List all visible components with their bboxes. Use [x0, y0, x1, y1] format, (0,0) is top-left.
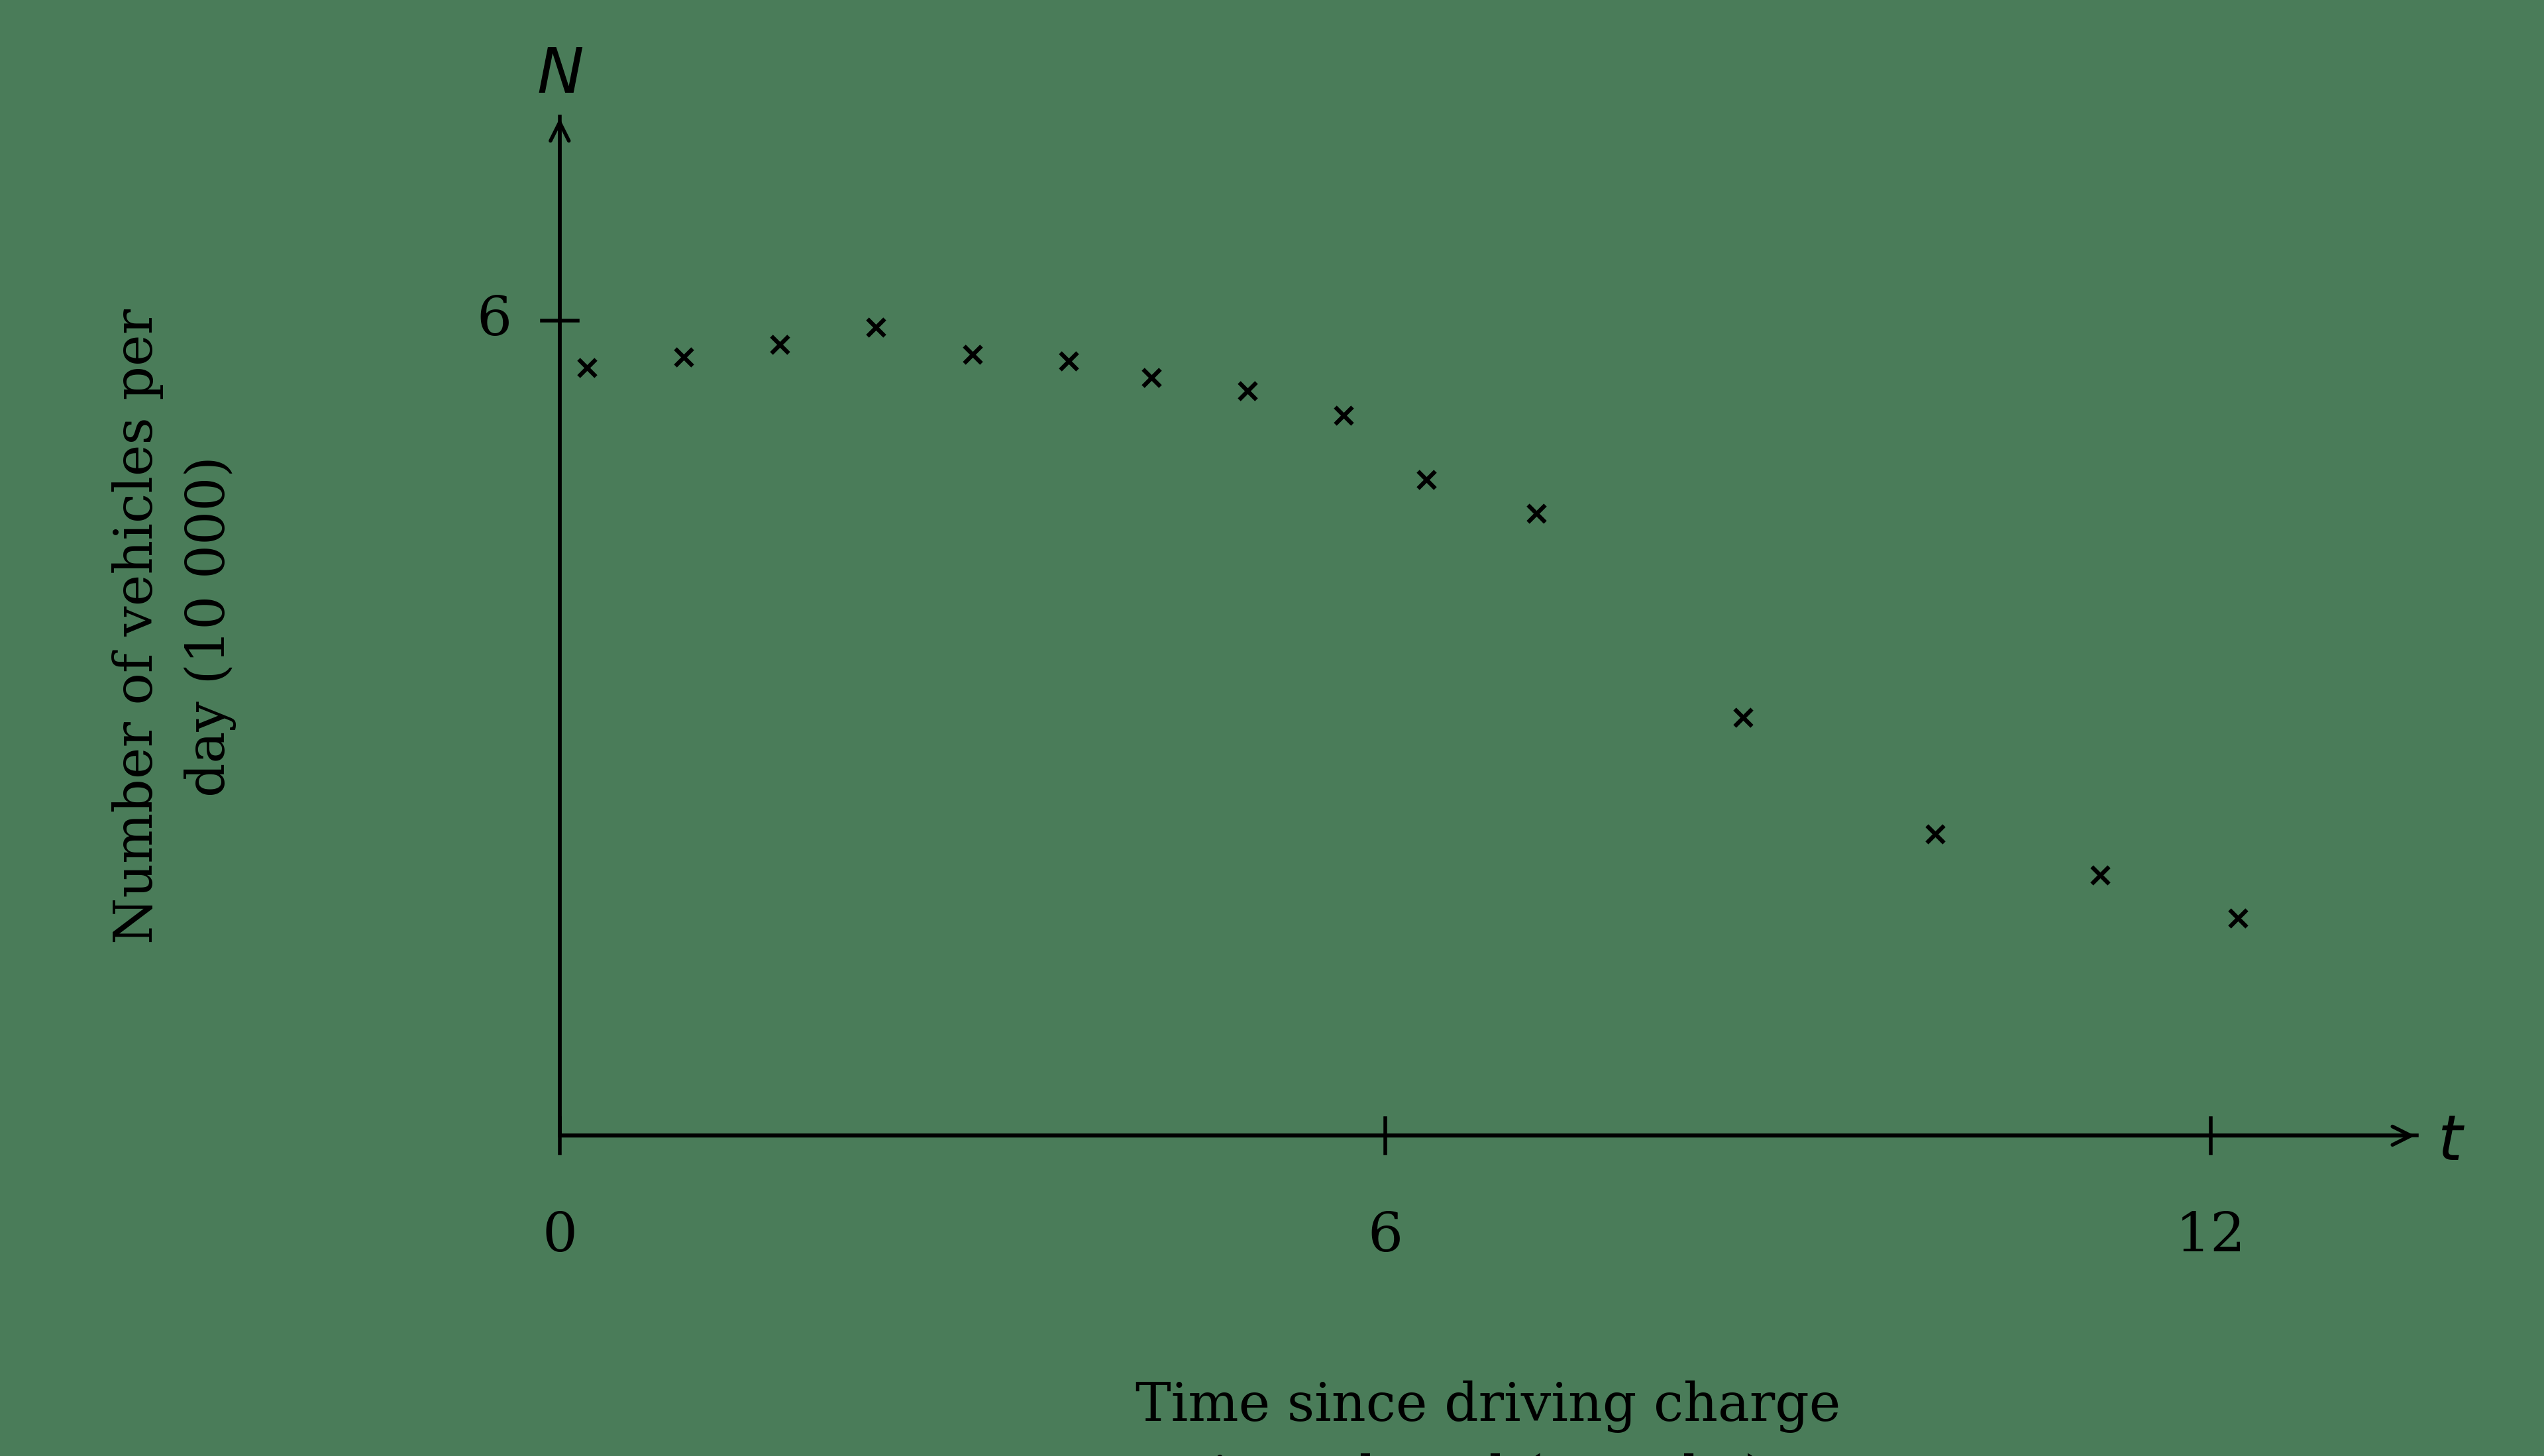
Text: 0: 0 [542, 1210, 577, 1264]
Text: Time since driving charge
introduced (months): Time since driving charge introduced (mo… [1135, 1380, 1842, 1456]
Text: Number of vehicles per
day (10 000): Number of vehicles per day (10 000) [112, 309, 237, 943]
Point [1916, 823, 1956, 846]
Point [1722, 706, 1763, 729]
Text: 6: 6 [1369, 1210, 1402, 1264]
Text: 12: 12 [2175, 1210, 2246, 1264]
Point [664, 345, 705, 368]
Text: 6: 6 [476, 294, 511, 347]
Point [761, 333, 801, 357]
Point [1516, 502, 1557, 526]
Point [1226, 380, 1267, 403]
Point [951, 342, 992, 365]
Text: $\mathit{t}$: $\mathit{t}$ [2437, 1112, 2465, 1172]
Point [855, 316, 895, 339]
Point [1132, 365, 1173, 389]
Point [2081, 863, 2122, 887]
Point [1323, 403, 1364, 427]
Text: $\mathit{N}$: $\mathit{N}$ [537, 47, 583, 106]
Point [2218, 907, 2259, 930]
Point [1048, 349, 1089, 373]
Point [1407, 467, 1448, 491]
Point [567, 357, 608, 380]
